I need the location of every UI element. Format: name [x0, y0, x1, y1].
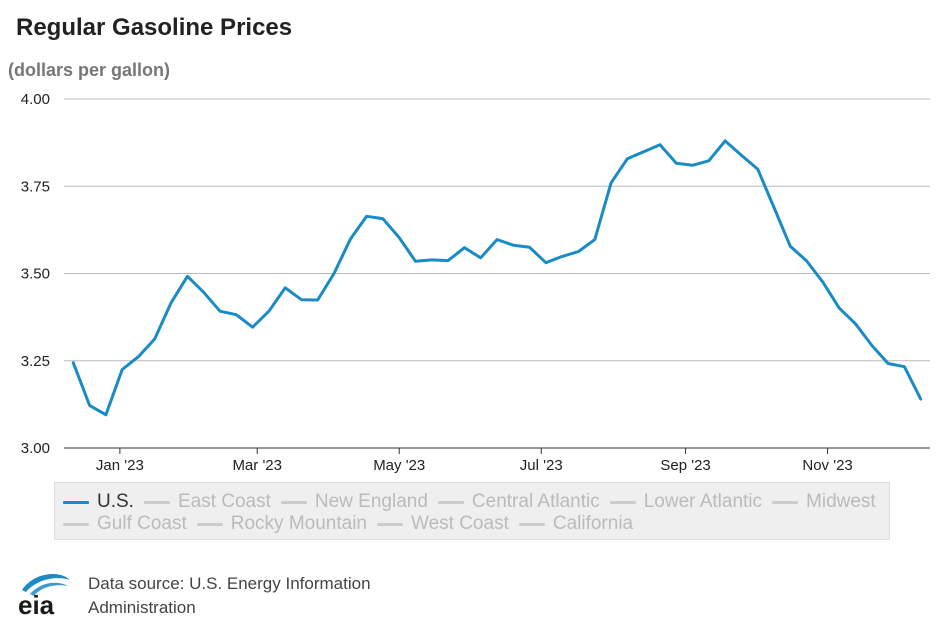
legend-label: Rocky Mountain: [230, 513, 367, 534]
x-axis-ticks: Jan '23 Mar '23 May '23 Jul '23 Sep '23 Nov '…: [96, 448, 853, 474]
legend-item-lower-atlantic[interactable]: Lower Atlantic: [609, 491, 763, 513]
y-tick-label: 3.25: [21, 353, 50, 370]
y-tick-label: 3.50: [21, 266, 50, 283]
y-tick-label: 3.75: [21, 178, 50, 195]
legend-swatch: [143, 500, 170, 504]
x-tick-label: Mar '23: [232, 457, 282, 474]
legend-label: New England: [314, 491, 428, 512]
legend-label: West Coast: [411, 513, 509, 534]
legend-row: Gulf Coast Rocky Mountain West Coast Califo…: [63, 513, 889, 535]
y-axis-ticks: 4.00 3.75 3.50 3.25 3.00: [21, 91, 50, 457]
legend-swatch: [377, 522, 403, 526]
eia-logo-icon[interactable]: eia: [14, 570, 74, 618]
legend-label: East Coast: [177, 491, 271, 512]
legend-swatch: [437, 500, 464, 504]
x-tick-label: Jan '23: [96, 457, 144, 474]
legend-row: U.S. East Coast New England Central Atlanti…: [63, 491, 889, 513]
y-tick-label: 3.00: [21, 440, 50, 457]
legend-label: California: [552, 513, 634, 534]
legend-item-u-s-[interactable]: U.S.: [63, 491, 134, 513]
legend-swatch: [518, 522, 545, 526]
series-lines: [71, 139, 923, 417]
legend-item-midwest[interactable]: Midwest: [772, 491, 876, 513]
x-tick-label: Jul '23: [520, 457, 563, 474]
legend-swatch: [772, 500, 799, 504]
x-tick-label: May '23: [373, 457, 425, 474]
legend-item-new-england[interactable]: New England: [280, 491, 428, 513]
legend-swatch: [609, 500, 636, 504]
series-line-u-s-[interactable]: [71, 139, 923, 417]
chart-subtitle: (dollars per gallon): [8, 60, 171, 80]
legend-label: Midwest: [806, 491, 876, 512]
line-chart: 4.00 3.75 3.50 3.25 3.00 Jan '23 Mar '23 May '…: [21, 91, 930, 474]
legend-item-california[interactable]: California: [518, 513, 634, 535]
legend-swatch: [63, 500, 89, 504]
y-tick-label: 4.00: [21, 91, 50, 108]
legend-swatch: [280, 500, 307, 504]
x-tick-label: Sep '23: [660, 457, 710, 474]
legend-item-west-coast[interactable]: West Coast: [377, 513, 509, 535]
x-tick-label: Nov '23: [802, 457, 852, 474]
gridlines: [64, 98, 930, 449]
legend-swatch: [63, 522, 89, 526]
logo-text: eia: [18, 590, 55, 618]
legend-item-gulf-coast[interactable]: Gulf Coast: [63, 513, 187, 535]
legend-label: Lower Atlantic: [643, 491, 763, 512]
legend-swatch: [196, 522, 223, 526]
chart-title: Regular Gasoline Prices: [16, 14, 293, 41]
legend-label: Gulf Coast: [97, 513, 187, 534]
legend-item-east-coast[interactable]: East Coast: [143, 491, 271, 513]
legend-item-central-atlantic[interactable]: Central Atlantic: [437, 491, 600, 513]
legend-item-rocky-mountain[interactable]: Rocky Mountain: [196, 513, 367, 535]
legend-label: Central Atlantic: [471, 491, 600, 512]
legend-label: U.S.: [97, 491, 134, 512]
legend: U.S. East Coast New England Central Atlanti…: [54, 482, 890, 540]
data-source-text: Data source: U.S. Energy Information Adm…: [88, 574, 371, 617]
